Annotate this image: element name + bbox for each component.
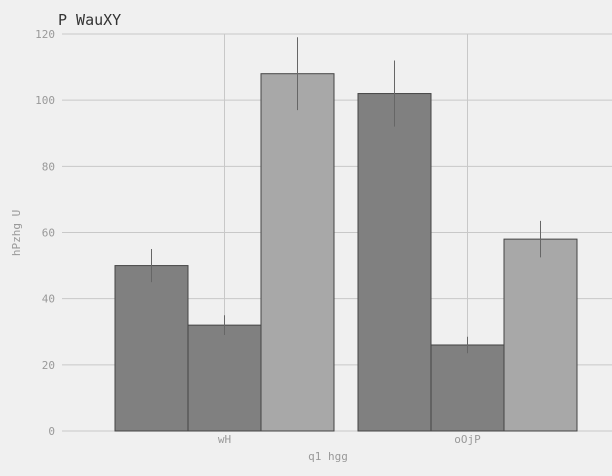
y-tick-label: 80 — [42, 160, 55, 173]
bar — [260, 73, 335, 432]
chart-title: P WauXY — [58, 11, 121, 29]
y-tick-label: 100 — [35, 94, 55, 107]
bar — [187, 324, 262, 432]
bars — [114, 73, 578, 432]
x-tick-label: wH — [218, 433, 231, 446]
bar — [430, 344, 505, 432]
y-tick-label: 40 — [42, 293, 55, 306]
bar — [503, 238, 578, 432]
y-tick-label: 0 — [48, 425, 55, 438]
y-tick-label: 20 — [42, 359, 55, 372]
y-tick-label: 120 — [35, 28, 55, 41]
y-tick-label: 60 — [42, 227, 55, 240]
y-tick-labels: 0 20 40 60 80 100 120 — [35, 28, 55, 438]
x-axis-label: q1 hgg — [308, 450, 348, 463]
x-tick-labels: wH oOjP — [218, 433, 481, 446]
bar — [357, 93, 432, 432]
x-tick-label: oOjP — [454, 433, 481, 446]
bar — [114, 265, 189, 432]
y-axis-label: hPzhg U — [10, 210, 23, 256]
error-bars — [151, 37, 541, 354]
